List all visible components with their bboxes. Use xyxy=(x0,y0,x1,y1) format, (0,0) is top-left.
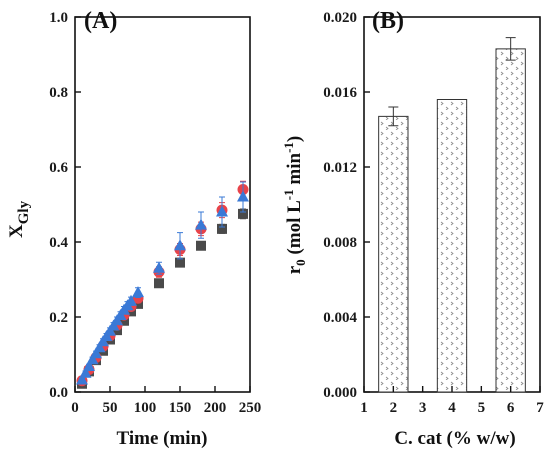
y-tick-label: 0.016 xyxy=(323,85,357,101)
x-tick-label: 1 xyxy=(360,400,368,416)
y-tick-label: 0.000 xyxy=(323,385,357,401)
svg-text:r0 (mol L-1 min-1): r0 (mol L-1 min-1) xyxy=(281,136,308,275)
y-tick-label: 0.2 xyxy=(49,310,68,326)
panel-b-y-label-close: ) xyxy=(284,136,305,142)
x-tick-label: 5 xyxy=(478,400,486,416)
y-tick-label: 0.4 xyxy=(49,235,68,251)
triangle-point xyxy=(86,353,99,365)
panel-a-axes-frame xyxy=(74,16,251,393)
x-tick-label: 7 xyxy=(536,400,544,416)
panel-b-y-label-sub: 0 xyxy=(293,259,308,266)
triangle-point xyxy=(79,366,92,378)
panel-a-scatter: (A) 0 50 100 150 200 250 0.0 0.2 0.4 0.6 0.8 1.0 Ti… xyxy=(6,8,261,449)
triangle-point xyxy=(153,261,165,273)
panel-b-y-label-r: r xyxy=(284,265,305,274)
y-tick-label: 0.008 xyxy=(323,235,357,251)
x-tick-label: 2 xyxy=(390,400,398,416)
panel-b-y-label-sup-a: -1 xyxy=(281,189,296,200)
square-point xyxy=(217,223,227,234)
y-tick-label: 0.020 xyxy=(323,10,357,26)
triangle-point xyxy=(76,373,88,385)
square-point xyxy=(175,257,185,268)
y-tick-label: 0.8 xyxy=(49,85,68,101)
y-tick-label: 0.004 xyxy=(323,310,357,326)
svg-text:XGly: XGly xyxy=(6,200,32,238)
bar xyxy=(495,48,526,393)
panel-b-ticks: 1 2 3 4 5 6 7 0.000 0.004 0.008 0.012 0.016 0.020 xyxy=(323,10,544,416)
panel-b-x-axis-label: C. cat (% w/w) xyxy=(394,428,515,449)
triangle-point xyxy=(125,294,137,306)
x-tick-label: 0 xyxy=(71,400,79,416)
triangle-point xyxy=(174,239,186,251)
x-tick-label: 150 xyxy=(169,400,192,416)
square-point xyxy=(238,208,248,219)
y-tick-label: 0.6 xyxy=(49,160,68,176)
x-tick-label: 200 xyxy=(204,400,227,416)
x-tick-label: 6 xyxy=(507,400,515,416)
panel-a-label: (A) xyxy=(84,8,117,34)
triangle-point xyxy=(195,218,207,230)
triangle-point xyxy=(132,286,144,298)
square-point xyxy=(196,240,206,251)
x-tick-label: 3 xyxy=(419,400,427,416)
panel-a-y-label-sub: Gly xyxy=(16,200,32,224)
x-tick-label: 250 xyxy=(239,400,262,416)
panel-a-ticks: 0 50 100 150 200 250 0.0 0.2 0.4 0.6 0.8 1.0 xyxy=(49,10,261,416)
x-tick-label: 4 xyxy=(448,400,456,416)
x-tick-label: 100 xyxy=(134,400,157,416)
triangle-point xyxy=(216,205,228,217)
panel-b-y-axis-label: r0 (mol L-1 min-1) xyxy=(281,136,308,275)
triangle-point xyxy=(83,360,95,371)
square-point xyxy=(119,315,129,326)
square-point xyxy=(133,298,143,309)
panel-b-y-label-sup-b: -1 xyxy=(281,142,296,153)
y-tick-label: 0.0 xyxy=(49,385,68,401)
panel-b-y-label-units-b: min xyxy=(284,153,305,190)
panel-a-y-axis-label: XGly xyxy=(6,200,32,238)
y-tick-label: 0.012 xyxy=(323,160,357,176)
triangle-point xyxy=(90,347,102,359)
panel-a-data-points xyxy=(76,180,249,389)
panel-b-bar-chart: (B) 1 2 3 4 5 6 7 0.000 0.004 0.008 0.012 0.016 0.02… xyxy=(281,8,544,449)
panel-b-label: (B) xyxy=(372,8,404,34)
triangle-point xyxy=(237,190,249,202)
triangle-point xyxy=(93,341,106,353)
square-point xyxy=(154,278,164,289)
y-tick-label: 1.0 xyxy=(49,10,68,26)
bar xyxy=(378,115,409,393)
panel-b-bars xyxy=(378,37,526,393)
panel-b-y-label-units-a: (mol L xyxy=(284,200,305,259)
x-tick-label: 50 xyxy=(103,400,118,416)
panel-a-y-label-main: X xyxy=(6,224,27,238)
bar xyxy=(436,99,468,393)
panel-a-x-axis-label: Time (min) xyxy=(117,428,208,449)
